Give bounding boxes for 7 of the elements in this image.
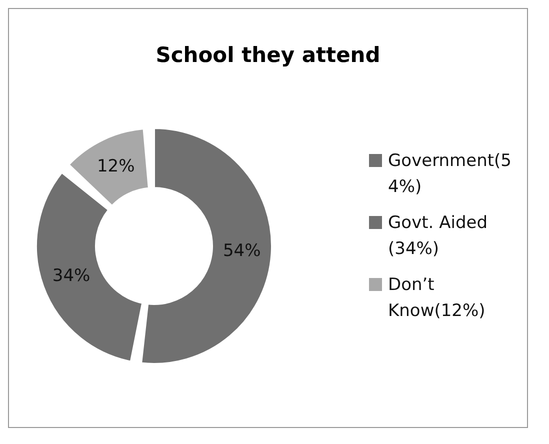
legend-label: Govt. Aided (34%) — [388, 212, 489, 261]
legend-label: Don’t Know(12%) — [388, 274, 486, 323]
legend-label: Government(54%) — [388, 150, 512, 199]
data-label: 54% — [222, 240, 261, 261]
data-label: 34% — [52, 266, 90, 286]
data-label: 12% — [96, 156, 135, 177]
chart-title: School they attend — [154, 43, 382, 67]
